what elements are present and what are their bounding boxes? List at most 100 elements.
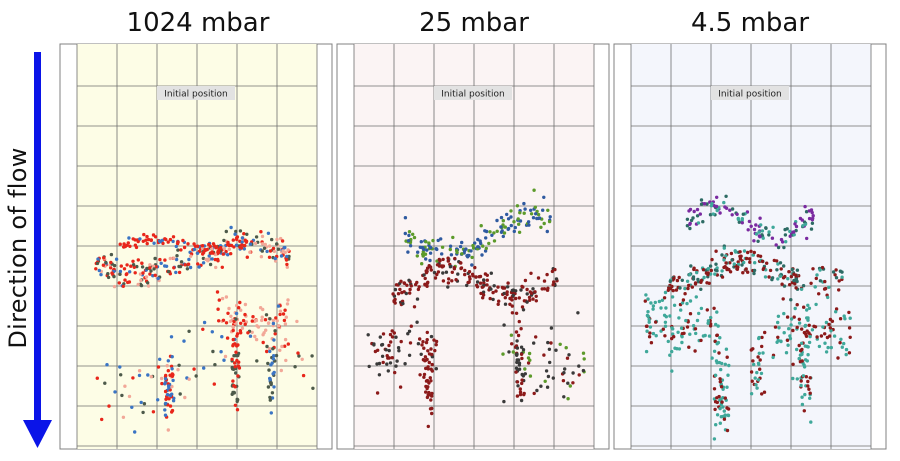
data-point (534, 299, 538, 303)
data-point (160, 381, 164, 386)
annotation-box (434, 86, 512, 100)
data-point (651, 304, 656, 308)
data-point (210, 250, 214, 254)
data-point (818, 268, 822, 272)
data-point (481, 293, 486, 297)
data-point (272, 249, 277, 254)
data-point (156, 365, 161, 369)
data-point (840, 345, 844, 349)
data-point (528, 298, 532, 302)
data-point (756, 361, 761, 365)
data-point (226, 253, 230, 257)
data-point (267, 368, 271, 372)
data-point (239, 308, 243, 312)
data-point (506, 227, 510, 231)
data-point (814, 302, 818, 307)
data-point (827, 285, 831, 289)
data-point (105, 363, 109, 367)
data-point (428, 258, 432, 263)
data-point (828, 326, 832, 330)
data-point (685, 325, 690, 329)
data-point (433, 348, 437, 353)
data-point (811, 267, 815, 271)
data-point (104, 260, 108, 265)
data-point (801, 224, 805, 228)
data-point (125, 263, 129, 267)
data-point (479, 224, 483, 228)
data-point (130, 405, 134, 409)
data-point (419, 240, 423, 244)
data-point (803, 204, 807, 209)
data-point (146, 281, 150, 285)
data-point (479, 291, 483, 296)
data-point (510, 311, 515, 315)
data-point (809, 420, 813, 424)
data-point (215, 290, 220, 294)
data-point (689, 264, 693, 268)
data-point (517, 363, 522, 367)
data-point (550, 269, 555, 274)
data-point (708, 213, 713, 217)
data-point (532, 188, 536, 192)
data-point (752, 271, 756, 276)
data-point (726, 407, 731, 411)
data-point (174, 257, 179, 262)
data-point (425, 330, 429, 335)
data-point (792, 315, 796, 319)
data-point (406, 250, 410, 254)
data-point (692, 209, 696, 214)
data-point (710, 201, 714, 206)
data-point (272, 354, 276, 358)
data-point (146, 373, 150, 377)
data-point (806, 379, 810, 384)
data-point (275, 319, 279, 323)
data-point (767, 230, 771, 234)
data-point (447, 277, 451, 281)
data-point (534, 294, 538, 298)
data-point (127, 236, 131, 240)
data-point (688, 332, 692, 336)
data-point (241, 318, 246, 323)
data-point (405, 283, 409, 287)
data-point (231, 367, 236, 371)
data-point (375, 362, 379, 366)
data-point (694, 295, 698, 299)
data-point (152, 241, 156, 245)
data-point (507, 350, 511, 354)
data-point (236, 343, 240, 347)
data-point (661, 327, 665, 331)
data-point (186, 262, 191, 266)
data-point (390, 335, 395, 339)
data-point (485, 283, 489, 287)
data-point (163, 258, 167, 262)
data-point (691, 275, 696, 279)
data-point (122, 267, 127, 271)
data-point (476, 237, 480, 242)
data-point (581, 368, 586, 373)
data-point (516, 217, 520, 221)
data-point (807, 216, 812, 221)
data-point (561, 379, 566, 383)
data-point (759, 371, 764, 376)
data-point (489, 287, 493, 291)
data-point (797, 321, 802, 325)
data-point (145, 241, 149, 246)
data-point (721, 387, 725, 391)
data-point (660, 298, 665, 302)
data-point (824, 350, 829, 354)
data-point (234, 229, 238, 234)
data-point (520, 381, 524, 386)
data-point (554, 348, 558, 352)
data-point (416, 250, 420, 254)
data-point (679, 308, 683, 312)
data-point (430, 406, 434, 411)
data-point (201, 261, 206, 265)
data-point (310, 354, 314, 358)
data-point (671, 332, 675, 336)
data-point (761, 351, 765, 355)
data-point (475, 280, 480, 284)
data-point (448, 247, 452, 252)
data-point (685, 301, 689, 306)
data-point (460, 240, 464, 245)
data-point (668, 279, 672, 284)
